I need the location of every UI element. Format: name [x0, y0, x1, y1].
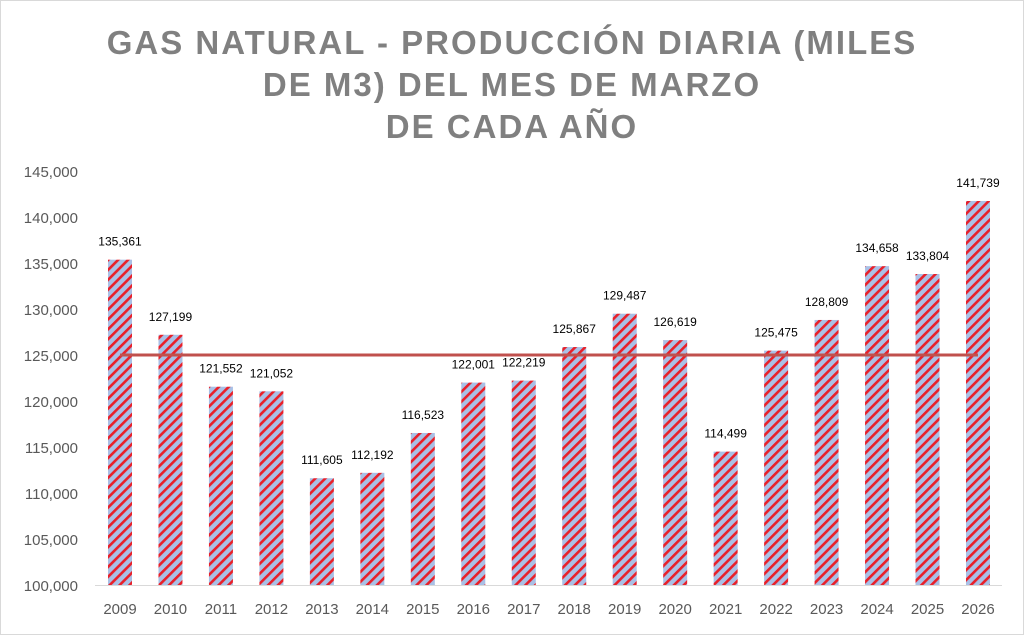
- y-tick-label: 105,000: [24, 532, 78, 549]
- data-label: 126,619: [653, 315, 697, 329]
- data-label: 141,739: [956, 176, 1000, 190]
- x-tick-label: 2009: [103, 601, 136, 618]
- bar: [865, 266, 890, 585]
- bar: [410, 432, 435, 585]
- data-label: 111,605: [301, 453, 343, 467]
- x-tick-label: 2024: [860, 601, 893, 618]
- x-tick-label: 2025: [911, 601, 944, 618]
- title-line-3: DE CADA AÑO: [385, 108, 639, 145]
- data-label: 114,499: [704, 427, 747, 441]
- bar: [814, 319, 839, 585]
- data-label: 135,361: [98, 235, 142, 249]
- y-tick-label: 115,000: [25, 440, 78, 457]
- x-tick-label: 2017: [507, 601, 540, 618]
- x-tick-label: 2016: [457, 601, 490, 618]
- data-label: 133,804: [906, 249, 950, 263]
- y-tick-label: 120,000: [24, 394, 78, 411]
- data-label: 121,552: [199, 362, 243, 376]
- x-tick-label: 2021: [709, 601, 742, 618]
- data-label: 122,219: [502, 356, 546, 370]
- x-tick-label: 2014: [356, 601, 389, 618]
- bar: [663, 340, 688, 585]
- bar: [915, 274, 940, 585]
- bar: [360, 472, 385, 585]
- title-line-2: DE M3) DEL MES DE MARZO: [262, 66, 762, 103]
- chart-title: GAS NATURAL - PRODUCCIÓN DIARIA (MILES D…: [0, 22, 1024, 148]
- data-label: 112,192: [351, 448, 394, 462]
- x-tick-label: 2023: [810, 601, 843, 618]
- x-tick-label: 2026: [961, 601, 994, 618]
- bar: [108, 259, 132, 585]
- x-tick-label: 2012: [255, 601, 288, 618]
- y-tick-label: 135,000: [24, 256, 78, 273]
- bar: [713, 451, 738, 585]
- x-tick-label: 2020: [658, 601, 691, 618]
- x-tick-label: 2011: [205, 601, 237, 618]
- bar: [461, 382, 486, 585]
- data-label: 127,199: [149, 310, 193, 324]
- x-tick-label: 2015: [406, 601, 439, 618]
- bar: [612, 313, 637, 585]
- bar: [158, 334, 183, 585]
- bar: [965, 201, 990, 585]
- y-tick-label: 145,000: [24, 164, 78, 181]
- bar: [562, 347, 587, 585]
- y-tick-label: 140,000: [24, 210, 78, 227]
- data-label: 128,809: [805, 295, 849, 309]
- x-tick-label: 2019: [608, 601, 641, 618]
- y-tick-label: 130,000: [24, 302, 78, 319]
- title-line-1: GAS NATURAL - PRODUCCIÓN DIARIA (MILES: [106, 24, 918, 61]
- data-label: 129,487: [603, 289, 647, 303]
- data-label: 121,052: [250, 366, 294, 380]
- x-tick-label: 2022: [759, 601, 792, 618]
- bar: [259, 391, 284, 585]
- x-tick-label: 2018: [558, 601, 591, 618]
- data-label: 125,475: [754, 326, 798, 340]
- data-label: 125,867: [553, 322, 597, 336]
- x-tick-label: 2013: [305, 601, 338, 618]
- x-tick-label: 2010: [154, 601, 187, 618]
- y-tick-label: 125,000: [24, 348, 78, 365]
- data-label: 116,523: [402, 408, 445, 422]
- data-label: 122,001: [452, 358, 496, 372]
- y-tick-label: 110,000: [25, 486, 78, 503]
- data-label: 134,658: [855, 241, 899, 255]
- bar: [764, 350, 789, 585]
- bar: [309, 478, 334, 585]
- bar: [511, 380, 536, 585]
- bar: [208, 386, 233, 585]
- y-tick-label: 100,000: [24, 578, 78, 595]
